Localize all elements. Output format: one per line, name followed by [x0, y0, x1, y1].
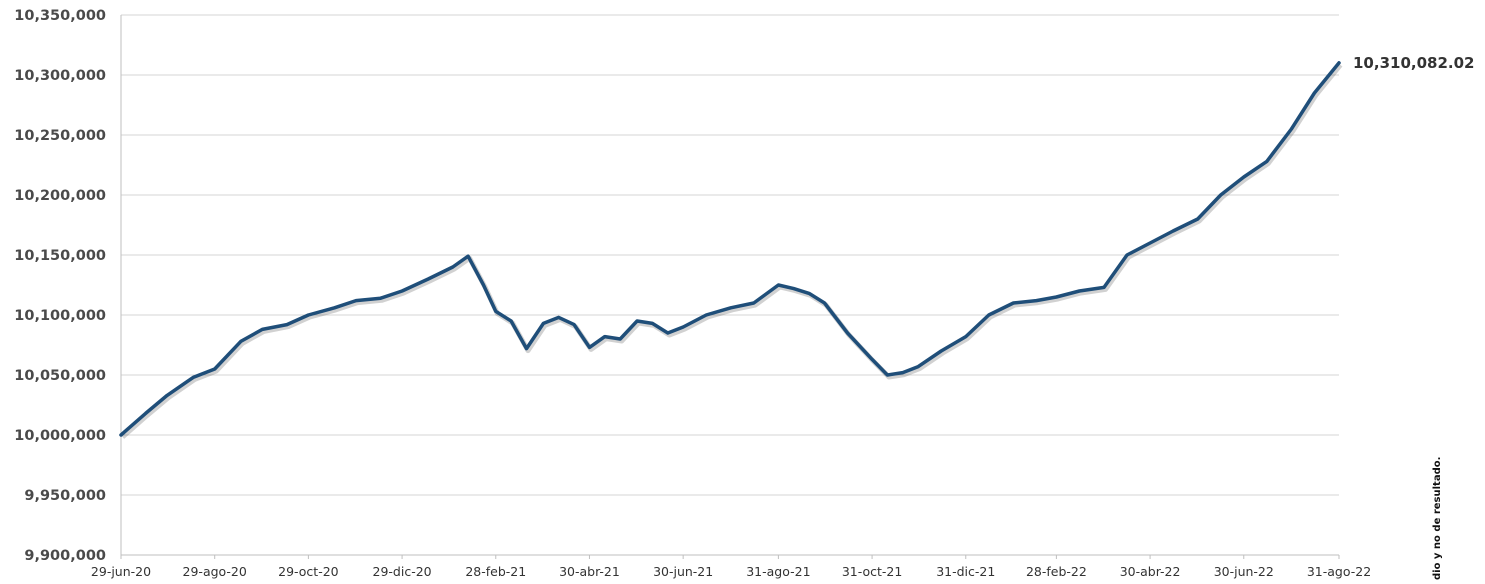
data-point — [542, 322, 545, 325]
data-point — [940, 350, 942, 352]
data-point — [192, 376, 194, 379]
x-tick-label: 31-ago-21 — [746, 564, 810, 579]
y-tick-label: 10,100,000 — [14, 308, 106, 324]
data-point — [1172, 230, 1174, 232]
y-tick-label: 10,300,000 — [14, 68, 106, 84]
data-point — [871, 358, 873, 361]
data-point — [286, 323, 288, 326]
data-point — [753, 302, 755, 304]
data-point — [666, 332, 669, 334]
x-tick-label: 28-feb-21 — [465, 564, 526, 579]
y-tick-label: 10,250,000 — [14, 128, 106, 144]
data-point — [988, 314, 990, 316]
x-tick-label: 29-oct-20 — [278, 564, 339, 579]
x-tick-label: 29-jun-20 — [91, 564, 151, 579]
data-point — [588, 346, 591, 349]
data-point — [166, 394, 168, 397]
x-tick-label: 30-jun-22 — [1214, 564, 1274, 579]
data-point — [1012, 302, 1015, 304]
data-point — [510, 320, 512, 322]
data-point — [729, 307, 732, 309]
data-point — [1338, 62, 1340, 64]
y-axis: 9,900,000 9,950,000 10,000,000 10,050,000 10… — [14, 8, 122, 564]
data-point — [777, 284, 780, 286]
x-tick-label: 31-ago-22 — [1307, 564, 1371, 579]
y-tick-label: 9,950,000 — [24, 488, 106, 504]
data-point — [1035, 299, 1038, 302]
data-point — [525, 347, 528, 350]
data-point — [917, 365, 919, 368]
data-point — [1266, 160, 1268, 163]
end-value-label: 10,310,082.02 — [1353, 54, 1474, 72]
data-point — [604, 335, 606, 338]
data-point — [1149, 242, 1151, 244]
x-tick-label: 30-abr-22 — [1120, 564, 1181, 579]
x-tick-label: 29-ago-20 — [183, 564, 247, 579]
data-point — [261, 328, 264, 331]
x-tick-label: 28-feb-22 — [1026, 564, 1087, 579]
data-point — [636, 320, 638, 322]
data-point — [144, 412, 147, 415]
data-point — [427, 278, 429, 280]
data-point — [240, 340, 242, 343]
data-point — [823, 302, 826, 304]
data-point — [494, 310, 497, 313]
data-point — [886, 374, 889, 376]
data-point — [705, 314, 707, 316]
data-point — [120, 434, 122, 436]
data-point — [901, 371, 904, 374]
data-point — [792, 287, 795, 290]
data-point — [682, 326, 684, 328]
data-point — [1055, 296, 1058, 298]
x-tick-label: 31-oct-21 — [842, 564, 903, 579]
data-point — [651, 322, 654, 325]
gridlines — [121, 14, 1339, 496]
y-tick-label: 10,200,000 — [14, 188, 106, 204]
data-point — [482, 284, 485, 286]
data-point — [1219, 194, 1222, 196]
data-point — [1078, 290, 1081, 292]
y-tick-label: 10,000,000 — [14, 428, 106, 444]
data-point — [557, 316, 560, 319]
y-tick-label: 9,900,000 — [24, 548, 106, 564]
data-point — [964, 335, 967, 338]
x-axis: 29-jun-20 29-ago-20 29-oct-20 29-dic-20 28-f… — [91, 554, 1371, 579]
y-tick-label: 10,350,000 — [14, 8, 106, 24]
data-point — [1196, 218, 1199, 220]
x-tick-label: 31-dic-21 — [936, 564, 995, 579]
x-tick-label: 30-abr-21 — [559, 564, 620, 579]
side-note: dio y no de resultado. — [1432, 457, 1443, 580]
data-point — [1126, 254, 1128, 256]
data-point — [333, 307, 336, 309]
data-point — [1103, 286, 1105, 289]
data-point — [573, 323, 575, 326]
data-point — [619, 338, 621, 340]
data-point — [846, 332, 849, 334]
series-group — [119, 61, 1343, 439]
data-point — [1290, 128, 1293, 130]
series-line — [119, 61, 1341, 437]
data-point — [1242, 176, 1245, 178]
y-tick-label: 10,150,000 — [14, 248, 106, 264]
x-tick-label: 29-dic-20 — [373, 564, 432, 579]
data-point — [379, 297, 382, 300]
y-tick-label: 10,050,000 — [14, 368, 106, 384]
data-point — [355, 299, 357, 302]
x-tick-label: 30-jun-21 — [653, 564, 713, 579]
data-point — [213, 368, 216, 370]
series-line-shadow — [120, 63, 1343, 439]
data-point — [467, 255, 469, 257]
data-point — [307, 314, 310, 316]
data-point — [451, 266, 454, 268]
data-point — [808, 292, 810, 295]
data-point — [401, 290, 403, 292]
data-point — [1313, 92, 1316, 94]
